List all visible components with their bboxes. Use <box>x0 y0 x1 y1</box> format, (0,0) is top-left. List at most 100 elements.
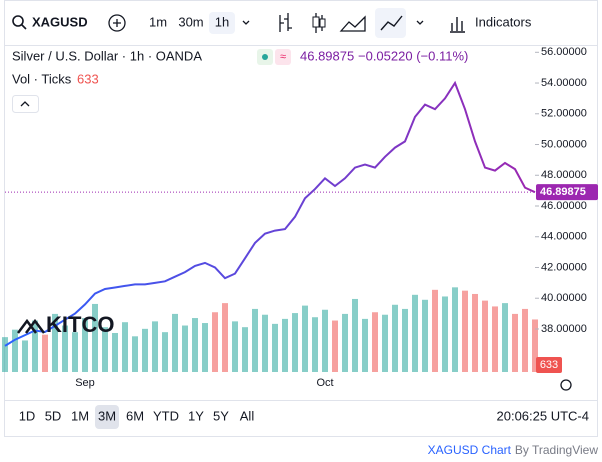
volume-bar <box>382 314 388 372</box>
volume-bar <box>412 294 418 372</box>
volume-legend-value: 633 <box>77 71 99 86</box>
volume-bar <box>342 313 348 372</box>
volume-bar <box>442 296 448 372</box>
interval-button[interactable]: 1m <box>149 14 167 29</box>
y-tick-label: 54.00000 <box>541 77 587 89</box>
range-button[interactable]: 1D <box>19 408 36 423</box>
volume-bar <box>252 308 258 372</box>
x-tick-label: Sep <box>75 377 95 389</box>
volume-bar <box>362 318 368 372</box>
volume-bar <box>292 313 298 372</box>
volume-bar <box>512 313 518 372</box>
volume-bar <box>502 303 508 372</box>
chart-type-menu[interactable] <box>416 20 424 25</box>
candles-icon <box>312 16 320 28</box>
line-icon[interactable] <box>380 15 403 31</box>
volume-bar <box>12 329 18 372</box>
range-button[interactable]: All <box>240 408 255 423</box>
range-button[interactable]: 1Y <box>188 408 204 423</box>
search-icon <box>12 15 24 27</box>
volume-bar <box>152 321 158 372</box>
y-tick-label: 40.00000 <box>541 292 587 304</box>
price-tag-label: 46.89875 <box>540 186 586 198</box>
volume-bar <box>32 320 38 372</box>
symbol: XAGUSD <box>32 14 88 29</box>
volume-bar <box>532 319 538 372</box>
range-selected <box>95 405 119 429</box>
volume-bar <box>182 325 188 372</box>
volume-bar <box>312 317 318 372</box>
volume-bar <box>112 332 118 372</box>
volume-bar <box>2 337 8 372</box>
volume-bar <box>272 323 278 372</box>
symbol-search[interactable]: XAGUSD <box>12 14 88 30</box>
volume-bar <box>522 308 528 372</box>
clock: 20:06:25 UTC-4 <box>497 408 590 423</box>
logo: KITCO <box>17 312 114 337</box>
volume-bar <box>352 298 358 372</box>
volume-bar <box>472 293 478 372</box>
collapse-icon <box>20 101 30 107</box>
y-tick-label: 44.00000 <box>541 231 587 243</box>
volume-legend: Vol · Ticks <box>12 71 72 86</box>
indicators-button[interactable]: Indicators <box>475 14 532 29</box>
volume-tag-label: 633 <box>540 359 558 371</box>
range-button[interactable]: YTD <box>153 408 179 423</box>
volume-bar <box>452 287 458 372</box>
volume-bar <box>22 340 28 372</box>
volume-bar <box>162 332 168 372</box>
search-icon <box>21 24 27 30</box>
volume-bar <box>202 323 208 372</box>
settings-button[interactable] <box>560 379 572 391</box>
collapse-button[interactable] <box>12 95 39 113</box>
volume-bar <box>222 303 228 372</box>
volume-bar <box>172 313 178 372</box>
volume-bar <box>122 322 128 372</box>
compare-button[interactable] <box>108 14 126 32</box>
bars-icon[interactable] <box>279 13 292 32</box>
legend-icon <box>262 54 268 60</box>
volume-bar <box>332 320 338 372</box>
volume-bar <box>92 303 98 372</box>
legend-price: 46.89875 <box>300 48 354 63</box>
area-icon[interactable] <box>339 15 366 32</box>
range-button[interactable]: 5D <box>45 408 62 423</box>
volume-bar <box>132 336 138 372</box>
price-tag <box>536 184 598 201</box>
volume-bar <box>142 328 148 372</box>
plot <box>2 80 538 372</box>
interval-button[interactable]: 30m <box>178 14 203 29</box>
volume-bar <box>392 304 398 372</box>
volume-bar <box>282 318 288 372</box>
interval-selected <box>209 12 235 34</box>
compare-icon <box>113 19 121 27</box>
volume-bar <box>462 290 468 372</box>
y-tick-label: 50.00000 <box>541 138 587 150</box>
volume-bar <box>82 318 88 372</box>
volume-bar <box>492 306 498 372</box>
interval-button[interactable]: 1h <box>215 14 229 29</box>
x-tick-label: Oct <box>316 377 333 389</box>
logo-text: KITCO <box>46 312 114 337</box>
indicators-icon <box>450 17 465 33</box>
range-button[interactable]: 1M <box>71 408 89 423</box>
footer-by: By TradingView <box>515 443 598 457</box>
volume-bar <box>422 299 428 372</box>
footer-link[interactable]: XAGUSD Chart <box>428 443 512 457</box>
range-button[interactable]: 3M <box>98 408 116 423</box>
legend-icon[interactable] <box>275 49 291 65</box>
volume-bar <box>62 325 68 372</box>
range-button[interactable]: 5Y <box>213 408 229 423</box>
volume-bar <box>42 334 48 372</box>
series-legend: Silver / U.S. Dollar · 1h · OANDA <box>12 48 202 63</box>
y-tick-label: 48.00000 <box>541 169 587 181</box>
interval-menu[interactable] <box>242 20 250 25</box>
volume-bar <box>322 309 328 372</box>
volume-bar <box>302 305 308 372</box>
range-button[interactable]: 6M <box>126 408 144 423</box>
y-tick-label: 38.00000 <box>541 323 587 335</box>
candles-icon <box>319 18 326 28</box>
logo-icon <box>17 318 45 334</box>
volume-bar <box>402 308 408 372</box>
